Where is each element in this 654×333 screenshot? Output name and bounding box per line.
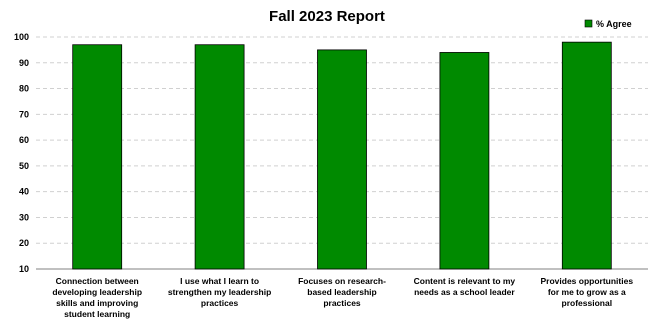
category-labels: Connection between developing leadership s…	[52, 276, 633, 319]
chart-title: Fall 2023 Report	[269, 8, 385, 25]
bar	[439, 52, 490, 270]
y-tick-label: 10	[19, 264, 29, 274]
y-tick-label: 30	[19, 212, 29, 222]
x-tick-label: Provides opportunities for me to grow as …	[541, 276, 634, 308]
y-tick-label: 20	[19, 238, 29, 248]
y-tick-label: 90	[19, 58, 29, 68]
y-tick-label: 40	[19, 187, 29, 197]
legend: % Agree	[584, 19, 632, 29]
x-tick-label: Focuses on research-based leadership prac…	[298, 276, 386, 308]
y-tick-label: 100	[14, 32, 29, 42]
y-tick-label: 80	[19, 84, 29, 94]
x-tick-label: Content is relevant to my needs as a scho…	[414, 276, 516, 297]
legend-label: % Agree	[596, 19, 632, 29]
y-tick-label: 70	[19, 109, 29, 119]
bar	[561, 41, 612, 270]
y-tick-label: 60	[19, 135, 29, 145]
legend-swatch	[584, 19, 593, 28]
x-tick-label: I use what I learn to strengthen my leade…	[168, 276, 271, 308]
bar	[194, 44, 245, 270]
bar	[72, 44, 123, 270]
y-tick-label: 50	[19, 161, 29, 171]
bar	[317, 49, 367, 270]
bars	[72, 41, 612, 270]
gridlines	[36, 36, 648, 244]
x-tick-label: Connection between developing leadership s…	[52, 276, 142, 319]
